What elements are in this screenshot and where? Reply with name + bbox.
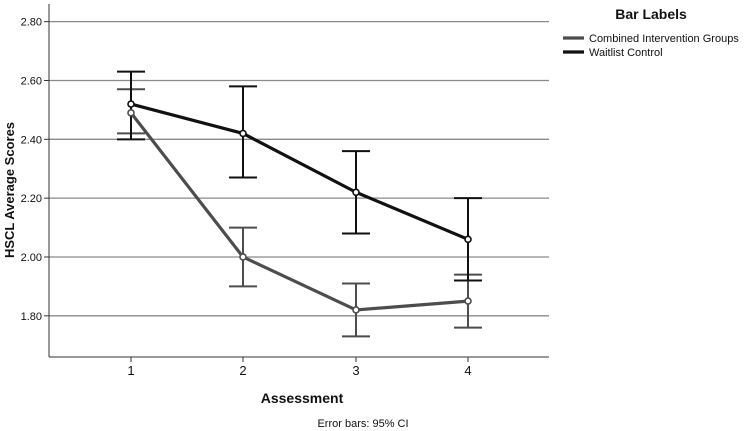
legend-label: Waitlist Control bbox=[589, 47, 663, 59]
y-tick-label: 2.40 bbox=[21, 134, 42, 146]
data-point bbox=[352, 188, 360, 197]
gridlines bbox=[49, 20, 549, 317]
x-tick-label: 2 bbox=[239, 363, 246, 378]
series-line-1 bbox=[129, 111, 469, 312]
data-point bbox=[127, 109, 135, 117]
error-bars bbox=[117, 70, 482, 338]
x-axis-label: Assessment bbox=[261, 390, 344, 406]
series-lines bbox=[129, 102, 469, 312]
x-tick-label: 4 bbox=[464, 363, 471, 378]
series-line-2 bbox=[130, 102, 469, 241]
x-tick-label: 1 bbox=[127, 363, 134, 378]
data-point bbox=[464, 297, 472, 305]
y-tick-label: 2.00 bbox=[21, 252, 42, 264]
error-bars-note: Error bars: 95% CI bbox=[317, 418, 408, 430]
axes bbox=[48, 4, 549, 358]
y-tick-label: 2.80 bbox=[21, 17, 42, 29]
data-point bbox=[239, 129, 247, 138]
y-axis-ticks: 1.80 2.00 2.20 2.40 2.60 2.80 bbox=[21, 17, 49, 323]
y-tick-label: 2.60 bbox=[21, 75, 42, 87]
legend-label: Combined Intervention Groups bbox=[589, 33, 739, 45]
legend: Combined Intervention Groups Waitlist Con… bbox=[563, 33, 739, 59]
data-point bbox=[239, 253, 247, 261]
y-axis-label: HSCL Average Scores bbox=[2, 122, 17, 258]
data-point bbox=[352, 306, 360, 314]
x-axis-ticks: 1 2 3 4 bbox=[127, 357, 472, 378]
x-tick-label: 3 bbox=[352, 363, 359, 378]
series-points bbox=[127, 100, 472, 314]
data-point bbox=[464, 235, 472, 244]
y-tick-label: 1.80 bbox=[21, 311, 42, 323]
y-tick-label: 2.20 bbox=[21, 193, 42, 205]
legend-title: Bar Labels bbox=[615, 6, 687, 22]
data-point bbox=[127, 100, 135, 108]
